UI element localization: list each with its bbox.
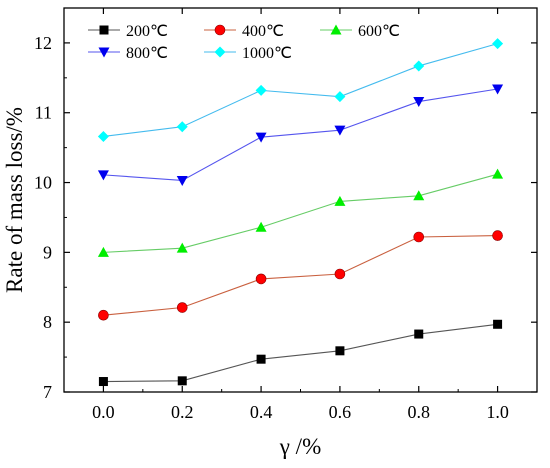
y-tick-label: 10	[34, 173, 52, 193]
legend-marker	[99, 25, 109, 35]
data-point	[492, 230, 503, 241]
legend-label: 1000℃	[242, 45, 292, 62]
series-line-1	[103, 235, 498, 316]
data-point	[492, 84, 504, 95]
data-point	[413, 231, 425, 243]
axis-ticks: 0.0 0.2 0.4 0.6 0.8 1.0 7 8 9 10 11 12	[34, 7, 537, 422]
data-point	[255, 132, 267, 143]
series-line-0	[103, 323, 498, 383]
legend: 200℃ 400℃ 600℃ 800℃ 1000℃	[88, 23, 400, 62]
series-line-3	[103, 88, 498, 182]
x-tick-label: 0.4	[250, 402, 273, 422]
series-lines	[103, 43, 498, 383]
data-point	[176, 242, 188, 253]
legend-marker	[214, 46, 226, 58]
y-tick-label: 8	[43, 312, 52, 332]
data-point	[98, 377, 108, 387]
data-point	[492, 38, 504, 50]
legend-label: 200℃	[126, 23, 168, 40]
legend-marker	[214, 24, 226, 36]
data-point	[414, 329, 424, 339]
x-tick-label: 0.8	[408, 402, 431, 422]
data-point	[255, 221, 267, 232]
y-axis-title: Rate of mass loss/%	[2, 107, 27, 293]
plot-area	[63, 7, 538, 393]
series-line-2	[103, 173, 498, 253]
data-point	[334, 268, 346, 280]
series-line-4	[103, 43, 498, 138]
data-point	[334, 195, 346, 206]
x-tick-label: 0.2	[171, 402, 194, 422]
x-tick-label: 1.0	[486, 402, 509, 422]
data-point	[176, 302, 188, 313]
x-axis-title: γ /%	[279, 434, 321, 459]
data-point	[334, 91, 346, 103]
y-tick-label: 12	[34, 33, 52, 53]
y-tick-label: 9	[43, 242, 52, 262]
legend-marker	[330, 24, 342, 35]
x-tick-label: 0.0	[92, 402, 115, 422]
series-markers	[97, 38, 504, 387]
data-point	[492, 168, 504, 179]
legend-label: 800℃	[126, 45, 168, 62]
data-point	[97, 246, 109, 257]
data-point	[413, 190, 425, 201]
data-point	[413, 60, 425, 72]
data-point	[176, 175, 188, 186]
data-point	[493, 319, 503, 329]
data-point	[334, 125, 346, 136]
y-tick-label: 7	[43, 382, 52, 402]
data-point	[255, 273, 267, 285]
data-point	[97, 170, 109, 181]
data-point	[256, 354, 266, 364]
legend-label: 400℃	[242, 23, 284, 40]
y-tick-label: 11	[35, 103, 52, 123]
data-point	[335, 346, 345, 356]
plot-frame	[63, 7, 538, 393]
data-point	[413, 97, 425, 108]
data-point	[97, 130, 109, 142]
data-point	[176, 121, 188, 133]
legend-marker	[98, 47, 110, 58]
x-tick-label: 0.6	[329, 402, 352, 422]
data-point	[255, 84, 267, 96]
data-point	[177, 376, 187, 386]
data-point	[98, 309, 109, 321]
legend-label: 600℃	[358, 23, 400, 40]
